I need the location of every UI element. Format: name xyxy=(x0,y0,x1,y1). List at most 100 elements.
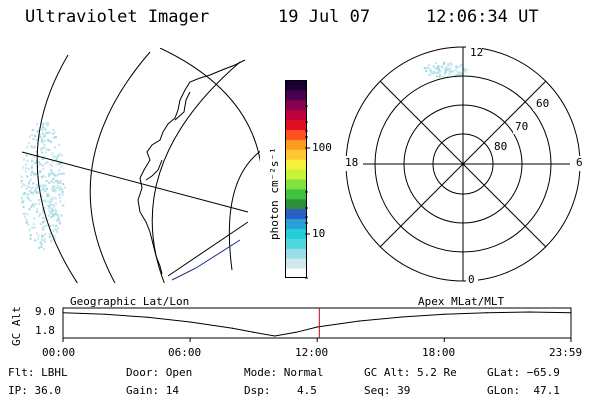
altitude-point xyxy=(231,327,234,329)
param-gain-value: 14 xyxy=(165,384,179,397)
param-filter-value: LBHL xyxy=(41,366,68,379)
altitude-point xyxy=(295,331,297,333)
geographic-label: Geographic Lat/Lon xyxy=(70,295,190,308)
param-dsp: Dsp: 4.5 xyxy=(244,384,317,397)
param-dsp-label: Dsp: xyxy=(244,384,271,397)
param-glon-label: GLon: xyxy=(487,384,521,397)
orbit-trace xyxy=(171,239,241,281)
colorbar-stripe xyxy=(285,208,307,220)
observation-date: 19 Jul 07 xyxy=(278,7,371,27)
param-door-label: Door: xyxy=(126,366,160,379)
mlat-label-60: 60 xyxy=(536,97,550,110)
param-ip-value: 36.0 xyxy=(34,384,62,397)
param-filter-label: Flt: xyxy=(8,366,35,379)
param-mode-value: Normal xyxy=(283,366,324,379)
altitude-point xyxy=(147,316,149,318)
colorbar-stripe xyxy=(285,179,307,190)
latitude-circle xyxy=(36,54,79,283)
mlt-label-12: 12 xyxy=(470,46,484,59)
param-seq-value: 39 xyxy=(397,384,411,397)
timeline-y-min: 1.8 xyxy=(35,324,55,337)
altitude-point xyxy=(443,313,445,315)
param-gc-alt: GC Alt: 5.2 Re xyxy=(364,366,457,379)
colorbar-stripe xyxy=(285,228,307,239)
meridian-line xyxy=(21,151,249,213)
param-gain-label: Gain: xyxy=(126,384,160,397)
param-glat: GLat: −65.9 xyxy=(487,366,560,379)
apex-label: Apex MLat/MLT xyxy=(418,295,505,308)
param-door-value: Open xyxy=(165,366,193,379)
timeline-tick-2359: 23:59 xyxy=(549,346,583,359)
altitude-point xyxy=(253,331,255,333)
altitude-point xyxy=(486,312,488,314)
timeline-tick-0000: 00:00 xyxy=(42,346,76,359)
param-door: Door: Open xyxy=(126,366,192,379)
param-mode: Mode: Normal xyxy=(244,366,324,379)
altitude-point xyxy=(189,321,191,323)
param-gain: Gain: 14 xyxy=(126,384,179,397)
colorbar-gradient xyxy=(285,80,307,278)
colorbar-stripe xyxy=(285,159,307,170)
colorbar-stripe xyxy=(285,149,307,160)
colorbar xyxy=(285,80,307,278)
param-gc-alt-label: GC Alt: xyxy=(364,366,411,379)
colorbar-stripe xyxy=(285,109,307,121)
param-seq-label: Seq: xyxy=(364,384,391,397)
colorbar-tick-100: 100 xyxy=(312,141,332,154)
coastline xyxy=(145,159,163,181)
mlt-label-6: 6 xyxy=(576,156,583,169)
colorbar-stripe xyxy=(285,80,307,91)
mlt-meridian xyxy=(379,80,547,248)
param-ip-label: IP: xyxy=(8,384,28,397)
altitude-point xyxy=(104,313,106,315)
colorbar-tick-10: 10 xyxy=(312,227,326,240)
colorbar-stripe xyxy=(285,198,307,210)
altitude-point xyxy=(316,326,318,328)
colorbar-axis xyxy=(305,105,310,279)
meridian-line xyxy=(167,221,249,277)
timeline-tick-1200: 12:00 xyxy=(295,346,329,359)
latitude-circle xyxy=(228,150,260,271)
mlt-label-18: 18 xyxy=(345,156,359,169)
altitude-point xyxy=(358,320,361,322)
colorbar-stripe xyxy=(285,248,307,259)
param-glon: GLon: 47.1 xyxy=(487,384,560,397)
timeline-tick-1800: 18:00 xyxy=(422,346,456,359)
param-gc-alt-value: 5.2 Re xyxy=(416,366,457,379)
observation-time: 12:06:34 UT xyxy=(426,7,539,27)
altitude-point xyxy=(62,312,64,314)
colorbar-stripe xyxy=(285,258,307,269)
altitude-point xyxy=(570,312,572,314)
altitude-point xyxy=(274,335,276,337)
param-filter: Flt: LBHL xyxy=(8,366,68,379)
param-mode-label: Mode: xyxy=(244,366,278,379)
colorbar-stripe xyxy=(285,218,307,229)
polar-plot xyxy=(343,46,584,287)
colorbar-stripe xyxy=(285,89,307,101)
colorbar-stripe xyxy=(285,119,307,130)
colorbar-stripe xyxy=(285,268,307,278)
colorbar-stripe xyxy=(285,169,307,180)
latitude-circle xyxy=(159,48,260,163)
mlat-label-70: 70 xyxy=(515,120,529,133)
mlt-label-0: 0 xyxy=(468,273,475,286)
polar-aurora-patch xyxy=(423,61,468,79)
colorbar-stripe xyxy=(285,188,307,200)
colorbar-stripe xyxy=(285,238,307,249)
coastline xyxy=(137,59,246,275)
param-glat-label: GLat: xyxy=(487,366,521,379)
param-dsp-value: 4.5 xyxy=(297,384,317,397)
altitude-curve xyxy=(62,311,572,337)
colorbar-stripe xyxy=(285,129,307,140)
altitude-point xyxy=(528,311,530,313)
latitude-circle xyxy=(151,61,241,283)
param-glat-value: −65.9 xyxy=(526,366,560,379)
param-ip: IP: 36.0 xyxy=(8,384,61,397)
colorbar-stripe xyxy=(285,99,307,111)
colorbar-stripe xyxy=(285,139,307,150)
timeline-tick-0600: 06:00 xyxy=(168,346,202,359)
altitude-point xyxy=(401,316,403,318)
